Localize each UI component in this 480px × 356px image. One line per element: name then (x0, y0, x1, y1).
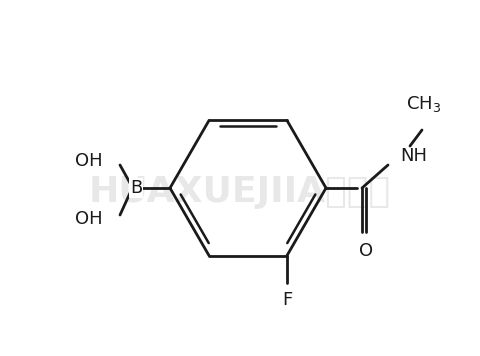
Text: NH: NH (400, 147, 427, 165)
Text: OH: OH (75, 152, 103, 170)
Text: O: O (359, 242, 373, 260)
Text: F: F (282, 290, 292, 309)
Text: B: B (130, 179, 142, 197)
Text: HUAXUEJIIA化学加: HUAXUEJIIA化学加 (89, 175, 391, 209)
Text: OH: OH (75, 210, 103, 228)
Text: CH$_3$: CH$_3$ (407, 94, 442, 114)
